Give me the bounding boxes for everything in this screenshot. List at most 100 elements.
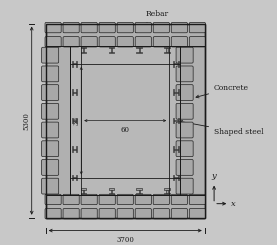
FancyBboxPatch shape <box>117 208 133 219</box>
Bar <box>76 146 77 152</box>
FancyBboxPatch shape <box>135 208 151 219</box>
Text: Concrete: Concrete <box>196 84 249 98</box>
Bar <box>72 175 73 180</box>
Bar <box>175 177 178 178</box>
Text: 30: 30 <box>72 116 80 125</box>
Text: 5300: 5300 <box>22 112 30 130</box>
Bar <box>136 47 142 49</box>
Bar <box>178 118 179 123</box>
Bar <box>173 146 175 152</box>
Bar <box>139 190 140 193</box>
FancyBboxPatch shape <box>171 208 188 219</box>
Bar <box>72 89 73 95</box>
FancyBboxPatch shape <box>117 194 133 205</box>
Bar <box>173 89 175 95</box>
Bar <box>175 120 178 121</box>
Bar <box>83 190 84 193</box>
FancyBboxPatch shape <box>117 37 133 47</box>
Bar <box>72 61 73 67</box>
Text: 60: 60 <box>121 126 130 135</box>
Bar <box>73 92 76 93</box>
FancyBboxPatch shape <box>171 37 188 47</box>
FancyBboxPatch shape <box>42 141 59 157</box>
Bar <box>175 63 178 64</box>
Bar <box>70 46 180 196</box>
FancyBboxPatch shape <box>176 178 193 194</box>
FancyBboxPatch shape <box>42 47 59 63</box>
Bar <box>166 49 168 52</box>
Bar <box>76 118 77 123</box>
FancyBboxPatch shape <box>189 37 206 47</box>
Bar <box>166 190 168 193</box>
FancyBboxPatch shape <box>63 194 79 205</box>
FancyBboxPatch shape <box>189 194 206 205</box>
FancyBboxPatch shape <box>176 122 193 138</box>
Bar <box>178 175 179 180</box>
Bar <box>81 193 86 194</box>
FancyBboxPatch shape <box>99 23 115 33</box>
Bar <box>73 120 76 121</box>
Bar <box>73 63 76 64</box>
FancyBboxPatch shape <box>42 122 59 138</box>
FancyBboxPatch shape <box>81 23 97 33</box>
FancyBboxPatch shape <box>45 23 61 33</box>
Text: x: x <box>231 200 236 208</box>
FancyBboxPatch shape <box>176 159 193 175</box>
Bar <box>136 52 142 53</box>
Text: Shaped steel: Shaped steel <box>179 121 264 136</box>
FancyBboxPatch shape <box>42 103 59 119</box>
FancyBboxPatch shape <box>135 37 151 47</box>
FancyBboxPatch shape <box>81 37 97 47</box>
FancyBboxPatch shape <box>153 194 169 205</box>
Bar <box>46 24 205 218</box>
FancyBboxPatch shape <box>176 141 193 157</box>
Bar <box>109 47 114 49</box>
Bar <box>70 46 180 196</box>
Bar <box>81 52 86 53</box>
Text: y: y <box>212 172 216 180</box>
Bar <box>164 47 170 49</box>
Bar <box>46 24 205 46</box>
Bar <box>139 49 140 52</box>
Bar <box>136 193 142 194</box>
FancyBboxPatch shape <box>99 37 115 47</box>
FancyBboxPatch shape <box>63 37 79 47</box>
Bar <box>76 61 77 67</box>
Bar <box>173 175 175 180</box>
Bar <box>46 46 70 196</box>
Bar <box>111 49 112 52</box>
Bar <box>76 89 77 95</box>
FancyBboxPatch shape <box>189 23 206 33</box>
Bar <box>109 193 114 194</box>
Bar <box>175 148 178 150</box>
FancyBboxPatch shape <box>135 23 151 33</box>
Bar <box>83 49 84 52</box>
Bar <box>173 118 175 123</box>
FancyBboxPatch shape <box>99 208 115 219</box>
FancyBboxPatch shape <box>135 194 151 205</box>
FancyBboxPatch shape <box>171 194 188 205</box>
Bar <box>46 196 205 218</box>
Bar <box>73 177 76 178</box>
FancyBboxPatch shape <box>176 47 193 63</box>
Bar <box>72 118 73 123</box>
Bar <box>164 52 170 53</box>
FancyBboxPatch shape <box>81 208 97 219</box>
FancyBboxPatch shape <box>42 159 59 175</box>
Bar <box>136 188 142 190</box>
Bar <box>81 47 86 49</box>
FancyBboxPatch shape <box>153 37 169 47</box>
Bar <box>76 175 77 180</box>
FancyBboxPatch shape <box>176 103 193 119</box>
FancyBboxPatch shape <box>176 66 193 82</box>
FancyBboxPatch shape <box>189 208 206 219</box>
FancyBboxPatch shape <box>117 23 133 33</box>
FancyBboxPatch shape <box>45 37 61 47</box>
Bar <box>73 148 76 150</box>
FancyBboxPatch shape <box>81 194 97 205</box>
Bar <box>72 146 73 152</box>
Text: 3700: 3700 <box>116 236 134 244</box>
Bar <box>173 61 175 67</box>
Bar <box>178 89 179 95</box>
Bar <box>164 193 170 194</box>
